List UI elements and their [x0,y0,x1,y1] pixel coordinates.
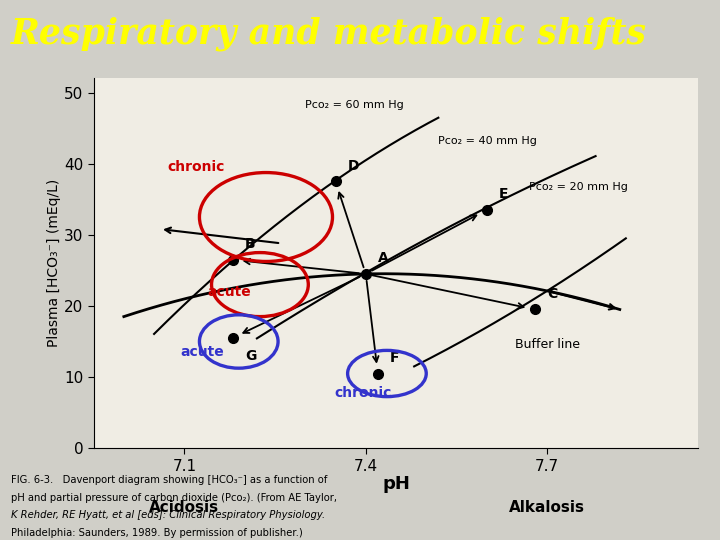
Y-axis label: Plasma [HCO₃⁻] (mEq/L): Plasma [HCO₃⁻] (mEq/L) [47,179,61,347]
Text: Philadelphia: Saunders, 1989. By permission of publisher.): Philadelphia: Saunders, 1989. By permiss… [11,528,302,538]
Text: B: B [245,237,256,251]
Text: Pco₂ = 40 mm Hg: Pco₂ = 40 mm Hg [438,136,537,146]
Text: Respiratory and metabolic shifts: Respiratory and metabolic shifts [11,17,647,51]
Text: acute: acute [181,345,225,359]
Text: Alkalosis: Alkalosis [509,500,585,515]
X-axis label: pH: pH [382,475,410,493]
Text: Pco₂ = 20 mm Hg: Pco₂ = 20 mm Hg [529,182,628,192]
Text: K Rehder, RE Hyatt, et al [eds]: Clinical Respiratory Physiology.: K Rehder, RE Hyatt, et al [eds]: Clinica… [11,510,325,520]
Text: A: A [378,252,389,265]
Text: Pco₂ = 60 mm Hg: Pco₂ = 60 mm Hg [305,100,404,110]
Text: E: E [499,187,508,201]
Text: Buffer line: Buffer line [515,338,580,351]
Text: G: G [245,349,256,363]
Text: Acidosis: Acidosis [149,500,220,515]
Text: D: D [348,159,359,173]
Text: chronic: chronic [334,386,392,400]
Text: acute: acute [208,285,251,299]
Text: FIG. 6-3.   Davenport diagram showing [HCO₃⁻] as a function of: FIG. 6-3. Davenport diagram showing [HCO… [11,475,327,485]
Text: chronic: chronic [168,160,225,174]
Text: C: C [547,287,557,301]
Text: F: F [390,351,400,365]
Text: pH and partial pressure of carbon dioxide (Pco₂). (From AE Taylor,: pH and partial pressure of carbon dioxid… [11,492,337,503]
